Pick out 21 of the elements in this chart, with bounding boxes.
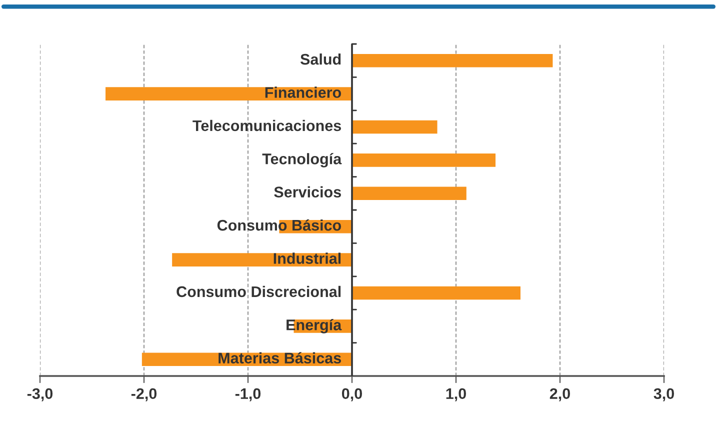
y-tick-label: Materias Básicas: [218, 352, 341, 364]
x-tick-label: -1,0: [235, 388, 261, 402]
y-tick-label: Industrial: [274, 252, 341, 264]
x-tick-label: -3,0: [27, 388, 53, 402]
y-tick-label: Servicios: [274, 186, 341, 198]
x-tick-label: -2,0: [131, 388, 157, 402]
x-tick-label: 2,0: [550, 388, 570, 402]
bar: [352, 154, 496, 167]
x-tick-label: 1,0: [446, 388, 466, 402]
y-tick-label: Salud: [300, 53, 341, 65]
y-tick-label: Tecnología: [262, 152, 342, 168]
bar: [352, 286, 520, 300]
bar: [352, 54, 553, 68]
bar: [106, 87, 352, 100]
x-tick-label: 0,0: [342, 388, 362, 402]
y-tick-label: Consumo Discrecional: [176, 286, 341, 298]
y-tick-label: Telecomunicaciones: [192, 120, 341, 132]
bar: [352, 120, 438, 134]
x-tick-label: 3,0: [654, 388, 674, 402]
bar: [352, 186, 466, 200]
y-tick-label: Financiero: [265, 86, 342, 98]
